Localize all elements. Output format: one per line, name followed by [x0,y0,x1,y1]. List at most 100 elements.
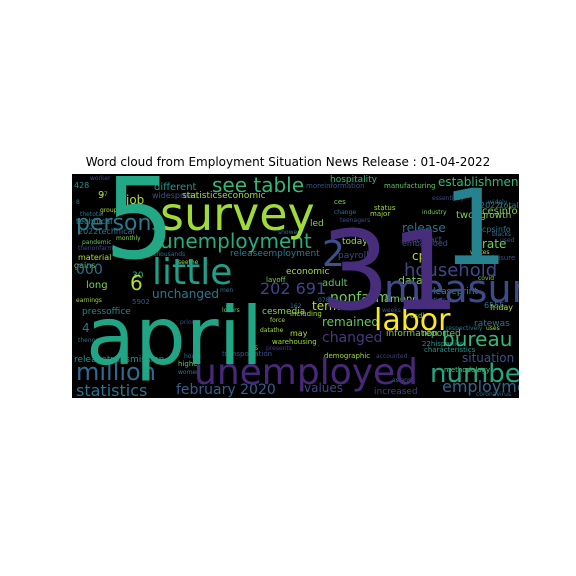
word-cps: cps [412,249,432,263]
word-increased: increased [374,387,418,397]
word-april: april [86,290,263,383]
word-transportation: transportation [222,350,272,358]
word-including: including [290,310,322,318]
word-friday: friday [490,303,513,312]
word-31: 31 [320,207,460,335]
word-group: group [100,207,118,214]
word-adult: adult [322,278,348,289]
word-manufacturing: manufacturing [384,182,435,190]
word-9: 9 [98,190,104,201]
word-statisticseconomic: statisticseconomic [182,191,266,201]
word-cloud-canvas: industry coronavirus covid whites pandemic mo… [72,174,519,398]
word-nonfarm: nonfarm [330,290,389,306]
word-thenonth: thenonth [78,337,105,344]
word-prior: prior [180,319,195,326]
word-releasetransmission: releasetransmission [74,355,164,365]
word-force: force [270,317,285,324]
word-2022total: 2022total [480,201,519,210]
word-measure: measure [384,267,519,311]
word-survey: survey [160,187,315,241]
word-5: 5 [104,174,175,285]
word-s: s [254,343,258,352]
word-household: household [404,260,497,281]
chart-title: Word cloud from Employment Situation New… [85,155,491,169]
word-07876: 07876 [318,297,337,304]
word-6: 6 [130,271,143,295]
word-uses: uses [486,325,500,332]
word-rate: rate [482,237,506,251]
word-releaseprint: releaseprint [424,287,478,297]
word-seethe: seethe [178,259,199,266]
word-cesmedia: cesmedia [262,307,305,317]
word-8: 8 [76,199,80,206]
word-6555: 6555 [484,301,504,310]
word-embargoed: embargoed [402,239,448,248]
word-whites: whites [470,249,490,256]
word-led: led [310,219,324,229]
word-moreinformation: moreinformation [306,182,365,190]
word-coronavirus: coronavirus [476,391,511,398]
word-widespread: widespread [152,191,198,200]
word-little: little [152,252,232,293]
word-widely: widely [488,199,508,206]
word-blacks: blacks [492,231,511,238]
word-5902: 5902 [132,298,150,306]
word-monthly: monthly [116,235,141,242]
word-bureau: bureau [442,327,512,351]
word-asians: asians [392,377,411,384]
word-february-2020: february 2020 [176,382,276,398]
word-presents: presents [266,345,292,352]
word-hospitality: hospitality [330,175,378,185]
word-industry: industry [422,209,447,216]
word-essentially: essentially [432,195,464,202]
word-characteristics: characteristics [424,346,476,354]
word-202-691: 202 691 [260,279,326,298]
word-among: among [384,294,419,305]
word-000: 000 [76,262,103,278]
word-changed: changed [322,330,382,346]
word-cpsinfo: cpsinfo [482,225,511,234]
word-demographic: demographic [324,352,370,360]
word-teenagers: teenagers [340,217,370,224]
word-428: 428 [74,181,89,190]
word-layoff: layoff [266,276,286,284]
word-losers: losers [222,307,240,314]
word-growth: growth [480,211,511,221]
word-situation: situation [462,351,514,365]
word-women: women [178,369,200,376]
word-statistics: statistics [76,381,147,398]
word-releaseemployment: releaseemployment [230,249,320,259]
word-30: 30 [132,271,144,281]
word-thousands: thousands [154,251,185,258]
word-4: 4 [82,321,90,335]
word-payroll: payroll [338,251,369,261]
word-data: data [398,274,423,287]
word-2: 2 [322,234,345,275]
word-economic: economic [286,267,329,277]
word-term: term [312,299,341,313]
word-men: men [220,287,234,294]
word-million: million [76,358,156,386]
word-remained: remained [322,315,379,329]
word-cloud-svg: industry coronavirus covid whites pandemic mo… [74,174,519,398]
word-unemployment: unemployment [160,229,312,253]
word-establishment: establishment [438,175,519,189]
word-pressoffice: pressoffice [82,307,131,317]
word-thenonfarm: thenonfarm [78,245,113,252]
word-usdl: usdl [410,312,425,320]
word-27: 27 [100,191,108,198]
word-information: information [386,329,438,339]
word-essentials: essentials [416,297,446,304]
word-accounted: accounted [376,353,408,360]
word-status: status [374,204,396,212]
word-methodology: methodology [444,366,490,374]
word-thetotal: thetotal [80,211,104,218]
word-warehousing: warehousing [272,338,317,346]
word-different: different [154,182,197,193]
word-weeks: weeks [382,307,401,314]
word-hours: hours [184,353,201,360]
word-higher: higher [178,360,201,368]
word-persons: persons [76,211,163,236]
word-release: release [402,221,446,235]
word-unemployed: unemployed [194,352,418,393]
